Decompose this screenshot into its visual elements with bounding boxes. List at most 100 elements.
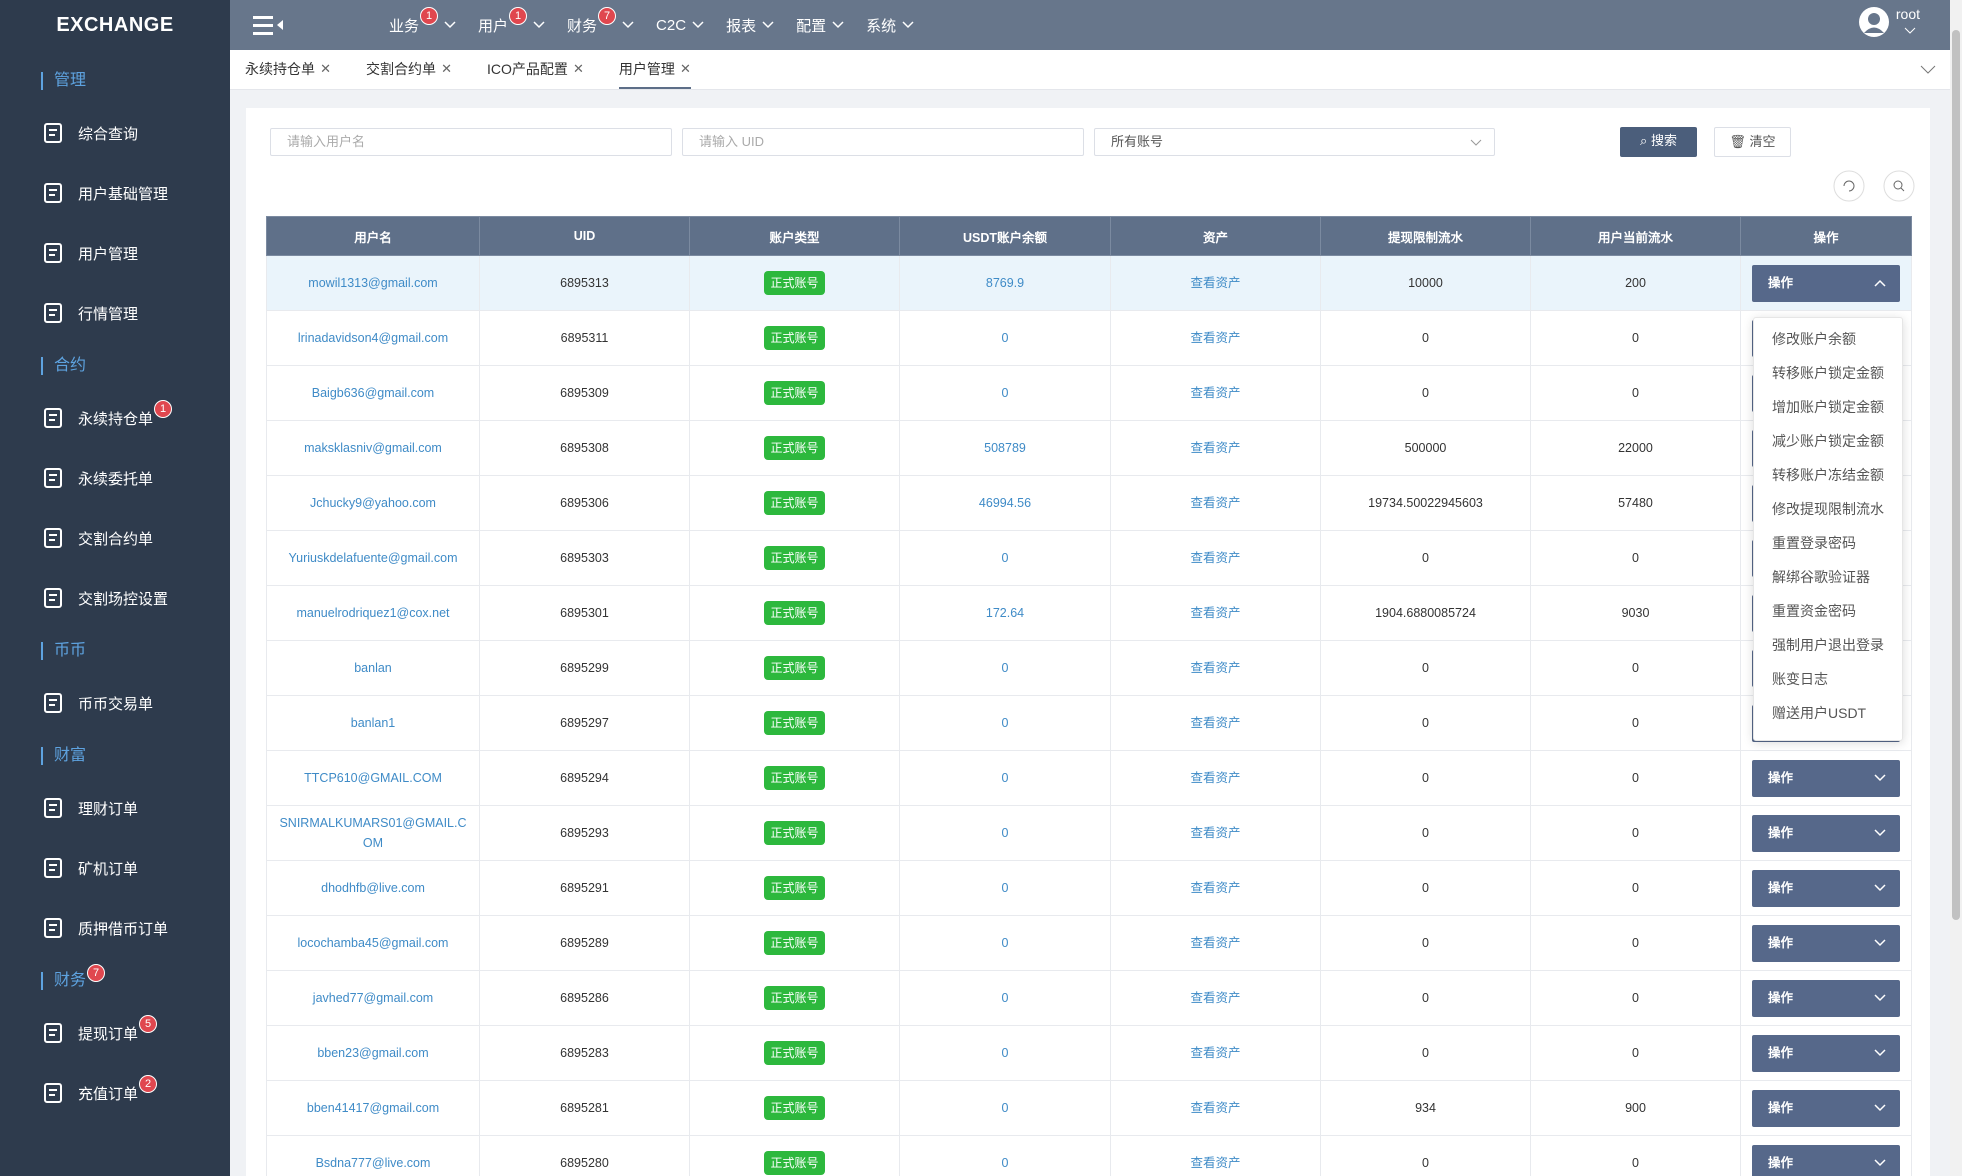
dropdown-item[interactable]: 解绑谷歌验证器 — [1772, 569, 1870, 585]
scrollbar[interactable] — [1950, 0, 1962, 1176]
uid-input[interactable]: 请输入 UID — [682, 128, 1084, 156]
nav-item[interactable]: 用户 1 — [478, 7, 545, 36]
cell-text[interactable]: Yuriuskdelafuente@gmail.com — [288, 551, 458, 565]
sidebar-item[interactable]: 综合查询 — [0, 103, 230, 163]
tab-close[interactable]: ✕ — [441, 61, 452, 76]
cell-text[interactable]: mowil1313@gmail.com — [308, 276, 438, 290]
sidebar-item[interactable]: 永续持仓单 1 — [0, 388, 230, 448]
nav-item[interactable]: 报表 — [726, 15, 774, 36]
sidebar-item[interactable]: 行情管理 — [0, 283, 230, 343]
cell-text[interactable]: 0 — [1001, 991, 1009, 1005]
sidebar-item[interactable]: 交割场控设置 — [0, 568, 230, 628]
action-button[interactable]: 操作 — [1752, 1089, 1900, 1127]
dropdown-item[interactable]: 重置登录密码 — [1772, 535, 1856, 551]
cell-text[interactable]: Bsdna777@live.com — [315, 1156, 431, 1170]
action-button[interactable]: 操作 — [1752, 1144, 1900, 1176]
cell-text[interactable]: 查看资产 — [1190, 716, 1241, 730]
cell-text[interactable]: dhodhfb@live.com — [321, 881, 425, 895]
sidebar-item[interactable]: 币币交易单 — [0, 673, 230, 733]
cell-text[interactable]: 0 — [1001, 826, 1009, 840]
dropdown-item[interactable]: 强制用户退出登录 — [1772, 637, 1884, 653]
action-button[interactable]: 操作 — [1752, 869, 1900, 907]
tab[interactable]: 交割合约单 ✕ — [366, 49, 452, 89]
cell-text[interactable]: Baigb636@gmail.com — [311, 386, 435, 400]
cell-text[interactable]: 508789 — [984, 441, 1026, 455]
action-button[interactable]: 操作 — [1752, 264, 1900, 302]
cell-text[interactable]: 0 — [1001, 331, 1009, 345]
cell-text[interactable]: bben41417@gmail.com — [306, 1101, 440, 1115]
dropdown-item[interactable]: 赠送用户USDT — [1772, 705, 1867, 721]
cell-text[interactable]: 查看资产 — [1190, 386, 1241, 400]
cell-text[interactable]: 查看资产 — [1190, 771, 1241, 785]
sidebar-item[interactable]: 用户管理 — [0, 223, 230, 283]
tab-close[interactable]: ✕ — [572, 61, 584, 76]
cell-text[interactable]: 0 — [1001, 1156, 1009, 1170]
cell-text[interactable]: 查看资产 — [1190, 1156, 1241, 1170]
cell-text[interactable]: 0 — [1001, 771, 1009, 785]
search-toggle[interactable] — [1883, 170, 1915, 202]
cell-text[interactable]: 0 — [1001, 551, 1009, 565]
cell-text[interactable]: locochamba45@gmail.com — [297, 936, 449, 950]
dropdown-item[interactable]: 修改提现限制流水 — [1772, 501, 1884, 517]
nav-item[interactable]: 系统 — [866, 15, 914, 36]
cell-text[interactable]: banlan1 — [350, 716, 396, 730]
cell-text[interactable]: 0 — [1001, 661, 1009, 675]
dropdown-item[interactable]: 减少账户锁定金额 — [1772, 433, 1884, 449]
tab[interactable]: ICO产品配置 ✕ — [487, 49, 584, 89]
cell-text[interactable]: TTCP610@GMAIL.COM — [304, 771, 442, 785]
cell-text[interactable]: 8769.9 — [985, 276, 1025, 290]
cell-text[interactable]: 查看资产 — [1190, 936, 1241, 950]
username-input[interactable]: 请输入用户名 — [270, 128, 672, 156]
dropdown-item[interactable]: 转移账户锁定金额 — [1772, 365, 1884, 381]
tab[interactable]: 永续持仓单 ✕ — [245, 49, 331, 89]
cell-text[interactable]: 查看资产 — [1190, 551, 1241, 565]
cell-text[interactable]: banlan — [354, 661, 392, 675]
account-select[interactable]: 所有账号 — [1094, 128, 1495, 156]
cell-text[interactable]: lrinadavidson4@gmail.com — [297, 331, 449, 345]
user-menu[interactable]: root — [1858, 6, 1920, 38]
action-button[interactable]: 操作 — [1752, 759, 1900, 797]
sidebar-item[interactable]: 理财订单 — [0, 778, 230, 838]
sidebar-item[interactable]: 永续委托单 — [0, 448, 230, 508]
menu-toggle[interactable] — [253, 13, 289, 37]
nav-item[interactable]: 财务 7 — [567, 7, 634, 36]
cell-text[interactable]: 0 — [1001, 386, 1009, 400]
dropdown-item[interactable]: 增加账户锁定金额 — [1772, 399, 1884, 415]
cell-text[interactable]: 0 — [1001, 1046, 1009, 1060]
cell-text[interactable]: 查看资产 — [1190, 276, 1241, 290]
cell-text[interactable]: 查看资产 — [1190, 441, 1241, 455]
tab-close[interactable]: ✕ — [320, 61, 331, 76]
sidebar-item[interactable]: 提现订单 5 — [0, 1003, 230, 1063]
tab[interactable]: 用户管理 ✕ — [618, 49, 691, 89]
cell-text[interactable]: Jchucky9@yahoo.com — [310, 496, 436, 510]
search-button[interactable]: ⌕ 搜索 — [1620, 127, 1697, 157]
cell-text[interactable]: SNIRMALKUMARS01@GMAIL.COM — [279, 816, 467, 850]
dropdown-item[interactable]: 重置资金密码 — [1772, 603, 1856, 619]
nav-item[interactable]: 配置 — [796, 15, 844, 36]
clear-button[interactable]: 🗑 清空 — [1714, 127, 1791, 157]
action-button[interactable]: 操作 — [1752, 979, 1900, 1017]
dropdown-item[interactable]: 转移账户冻结金额 — [1772, 467, 1884, 483]
cell-text[interactable]: 查看资产 — [1190, 1046, 1241, 1060]
cell-text[interactable]: 查看资产 — [1190, 331, 1241, 345]
cell-text[interactable]: maksklasniv@gmail.com — [304, 441, 442, 455]
sidebar-item[interactable]: 矿机订单 — [0, 838, 230, 898]
dropdown-item[interactable]: 修改账户余额 — [1772, 331, 1856, 347]
cell-text[interactable]: 查看资产 — [1190, 661, 1241, 675]
cell-text[interactable]: bben23@gmail.com — [317, 1046, 429, 1060]
cell-text[interactable]: 0 — [1001, 716, 1009, 730]
cell-text[interactable]: 46994.56 — [978, 496, 1032, 510]
sidebar-item[interactable]: 质押借币订单 — [0, 898, 230, 958]
cell-text[interactable]: 查看资产 — [1190, 881, 1241, 895]
cell-text[interactable]: 0 — [1001, 936, 1009, 950]
cell-text[interactable]: 查看资产 — [1190, 496, 1241, 510]
cell-text[interactable]: 0 — [1001, 1101, 1009, 1115]
sidebar-item[interactable]: 用户基础管理 — [0, 163, 230, 223]
refresh-button[interactable] — [1833, 170, 1865, 202]
tab-close[interactable]: ✕ — [679, 61, 691, 76]
cell-text[interactable]: 查看资产 — [1190, 991, 1241, 1005]
sidebar-item[interactable]: 充值订单 2 — [0, 1063, 230, 1123]
nav-item[interactable]: C2C — [656, 17, 704, 34]
dropdown-item[interactable]: 账变日志 — [1772, 671, 1828, 687]
action-button[interactable]: 操作 — [1752, 924, 1900, 962]
